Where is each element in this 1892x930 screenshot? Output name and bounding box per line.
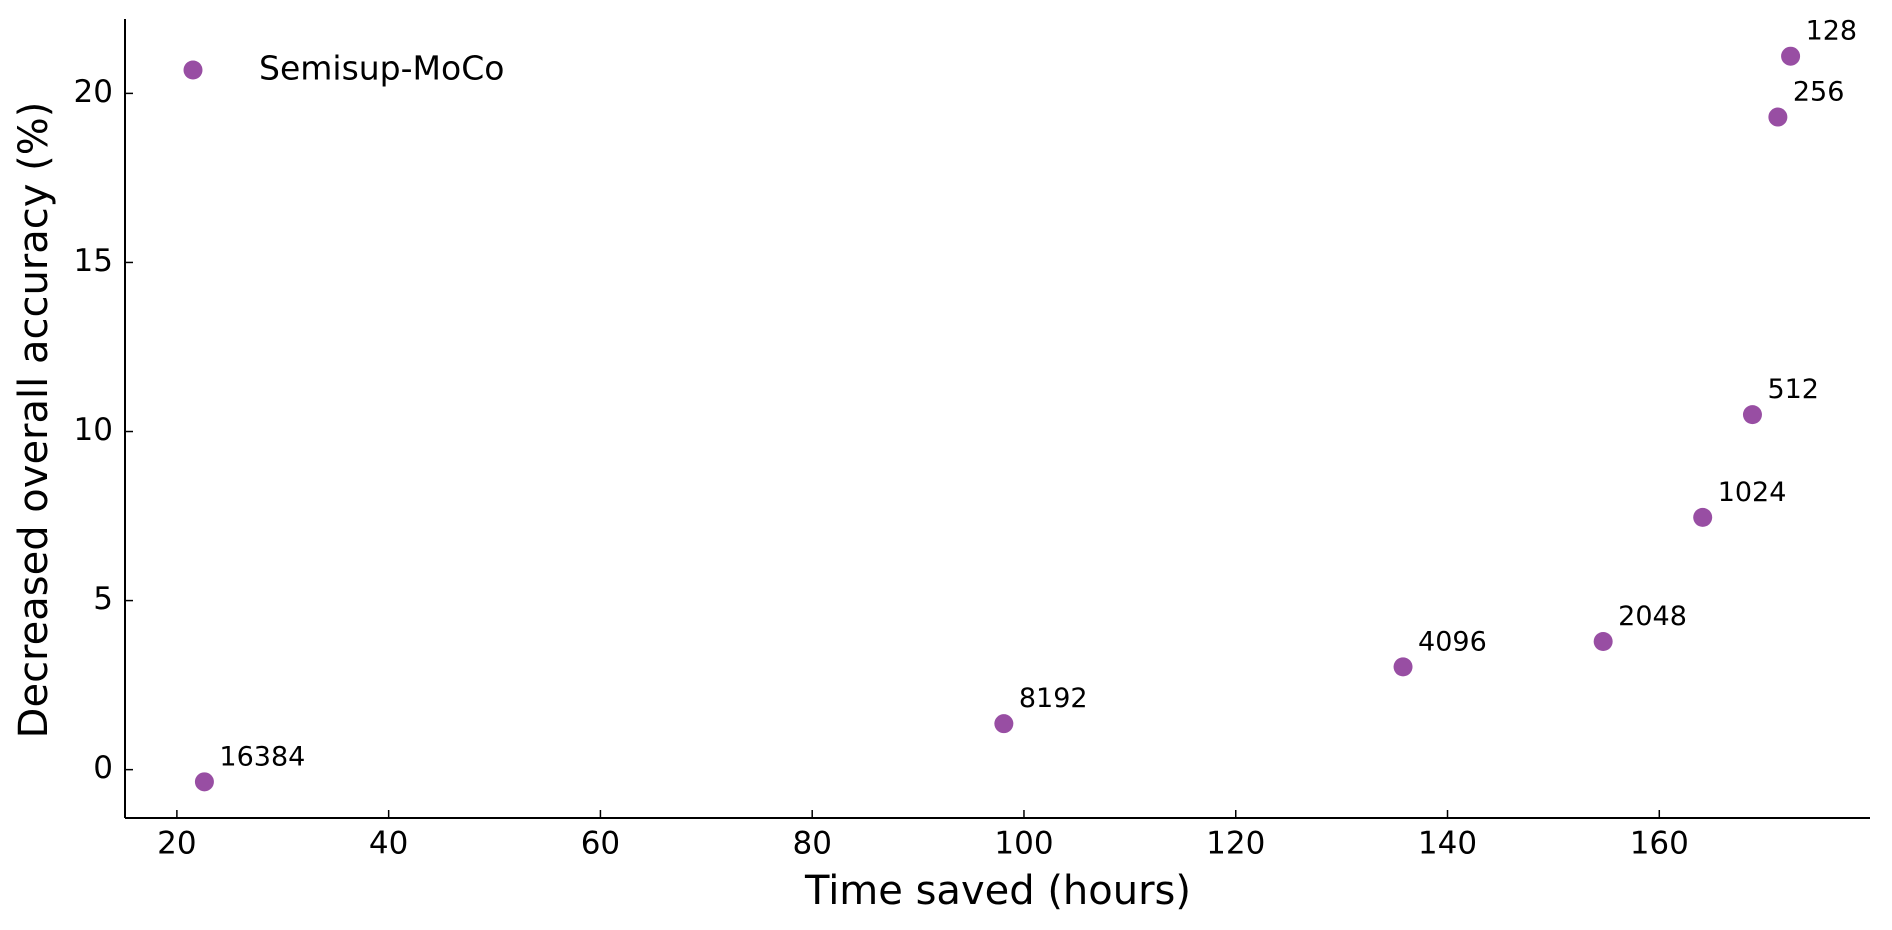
- y-axis-label: Decreased overall accuracy (%): [11, 102, 57, 739]
- point-label: 8192: [1019, 683, 1088, 714]
- point: [1393, 657, 1413, 677]
- point-label: 16384: [219, 741, 305, 772]
- point-label: 256: [1793, 77, 1845, 108]
- point: [994, 714, 1014, 734]
- y-tick-label: 0: [93, 750, 113, 786]
- y-tick-label: 20: [74, 74, 113, 110]
- x-tick-label: 160: [1630, 826, 1689, 862]
- x-tick-label: 60: [581, 826, 620, 862]
- x-tick-label: 40: [369, 826, 408, 862]
- point: [1593, 631, 1613, 651]
- legend-marker: [183, 60, 203, 80]
- x-tick-label: 20: [157, 826, 196, 862]
- y-tick-label: 15: [74, 243, 113, 279]
- point: [1742, 405, 1762, 425]
- point-label: 2048: [1618, 601, 1687, 632]
- point-label: 512: [1767, 374, 1819, 405]
- point-label: 4096: [1418, 626, 1487, 657]
- point-label: 128: [1806, 16, 1858, 47]
- point: [194, 772, 214, 792]
- x-tick-label: 140: [1418, 826, 1477, 862]
- legend-label: Semisup-MoCo: [259, 49, 504, 88]
- point: [1693, 507, 1713, 527]
- point: [1781, 46, 1801, 66]
- x-axis-label: Time saved (hours): [804, 868, 1191, 914]
- point-label: 1024: [1718, 477, 1787, 508]
- x-tick-label: 120: [1206, 826, 1265, 862]
- x-tick-label: 80: [792, 826, 831, 862]
- point: [1768, 107, 1788, 127]
- x-tick-label: 100: [994, 826, 1053, 862]
- y-tick-label: 10: [74, 412, 113, 448]
- y-tick-label: 5: [93, 581, 113, 617]
